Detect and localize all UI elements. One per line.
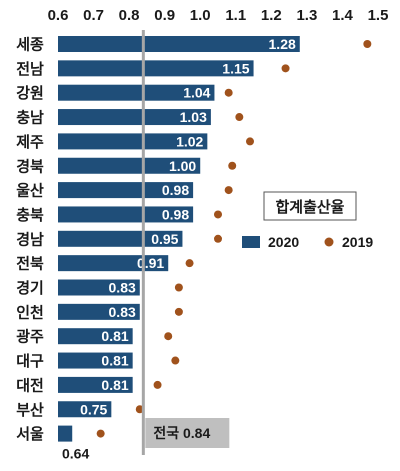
x-tick-label: 1.0: [190, 7, 211, 24]
dot-2019: [164, 332, 173, 341]
bar-value-label: 0.75: [80, 401, 107, 417]
category-label: 경남: [16, 230, 44, 248]
x-tick-label: 1.3: [296, 7, 317, 24]
bar-value-label: 1.00: [169, 158, 196, 174]
legend: 합계출산율 2020 2019: [242, 191, 373, 250]
category-label: 전북: [16, 256, 44, 273]
bar-value-label: 0.81: [101, 353, 128, 369]
bar-2020: [58, 279, 140, 296]
x-tick-label: 0.8: [119, 7, 140, 24]
bar-2020: [58, 182, 194, 199]
bar-2020: [58, 109, 211, 126]
bar-2020: [58, 255, 169, 272]
bar-value-label: 0.83: [109, 304, 136, 320]
dot-2019: [96, 429, 105, 438]
x-axis: 0.6 0.7 0.8 0.9 1.0 1.1 1.2 1.3 1.4 1.5: [48, 7, 389, 24]
x-tick-label: 1.1: [225, 7, 246, 24]
dot-2019: [135, 405, 144, 414]
bar-value-label: 1.02: [176, 133, 203, 149]
x-tick-label: 0.6: [48, 7, 69, 24]
bar-value-label: 0.81: [101, 328, 128, 344]
category-label: 울산: [16, 183, 44, 200]
category-label: 부산: [16, 402, 44, 419]
category-label: 경기: [16, 279, 44, 297]
category-label: 제주: [16, 134, 44, 151]
bar-2020: [58, 206, 194, 223]
bar-value-label: 1.28: [269, 36, 296, 52]
bar-2020: [58, 303, 140, 320]
bar-2020: [58, 425, 73, 442]
x-tick-label: 0.7: [83, 7, 104, 24]
bar-2020: [58, 84, 215, 101]
dot-2019: [224, 88, 233, 97]
category-label: 경북: [16, 157, 44, 175]
category-label: 전남: [16, 61, 44, 78]
bar-2020: [58, 36, 300, 52]
bars-2020: 1.28 1.15 1.04 1.03 1.02 1.00 0.98 0.98 0.95 0.91…: [58, 36, 300, 462]
x-tick-label: 0.9: [154, 7, 175, 24]
bar-2020: [58, 230, 183, 247]
dot-2019: [171, 356, 180, 365]
reference-label-box: [145, 418, 230, 448]
bar-value-label: 0.64: [62, 446, 89, 462]
bar-2020: [58, 352, 133, 369]
bar-2020: [58, 60, 254, 77]
category-label: 광주: [16, 328, 44, 346]
dot-2019: [174, 283, 183, 292]
category-label: 충북: [16, 207, 44, 224]
dot-2019: [228, 161, 237, 170]
legend-label-2020: 2020: [268, 234, 299, 250]
dot-2019: [281, 64, 290, 73]
dot-2019: [185, 259, 194, 268]
category-label: 대구: [16, 353, 44, 370]
bar-2020: [58, 157, 201, 174]
bar-2020: [58, 328, 133, 345]
bar-value-label: 0.83: [109, 280, 136, 296]
dots-2019: [96, 40, 372, 438]
legend-title-box: [263, 191, 357, 221]
category-label: 대전: [16, 377, 44, 394]
category-label: 세종: [16, 37, 44, 54]
dot-2019: [214, 234, 222, 243]
legend-label-2019: 2019: [342, 234, 373, 250]
dot-2019: [246, 137, 254, 146]
bar-value-label: 0.81: [101, 377, 128, 393]
bar-2020: [58, 133, 208, 150]
reference-label: 전국 0.84: [153, 425, 210, 441]
legend-dot-2019: [324, 237, 334, 247]
category-label: 인천: [16, 303, 44, 321]
category-label: 서울: [16, 426, 44, 443]
legend-title: 합계출산율: [275, 199, 344, 216]
bar-value-label: 0.98: [162, 182, 189, 198]
bar-value-label: 1.15: [222, 60, 249, 76]
dot-2019: [174, 307, 183, 316]
dot-2019: [214, 210, 222, 219]
bar-value-label: 0.95: [151, 231, 178, 247]
legend-swatch-2020: [242, 236, 260, 248]
x-tick-label: 1.2: [261, 7, 282, 24]
dot-2019: [153, 380, 162, 389]
dot-2019: [224, 186, 233, 195]
dot-2019: [235, 113, 244, 122]
bar-value-label: 0.98: [162, 206, 189, 222]
x-tick-label: 1.5: [368, 7, 389, 24]
reference-line-group: 전국 0.84: [141, 30, 230, 455]
bar-2020: [58, 401, 112, 418]
category-label: 강원: [16, 84, 44, 102]
bar-2020: [58, 376, 133, 393]
category-label: 충남: [16, 110, 44, 127]
bar-value-label: 1.03: [180, 109, 207, 125]
x-tick-label: 1.4: [332, 7, 354, 24]
bar-value-label: 1.04: [183, 85, 210, 101]
dot-2019: [363, 40, 372, 48]
bar-value-label: 0.91: [137, 255, 164, 271]
